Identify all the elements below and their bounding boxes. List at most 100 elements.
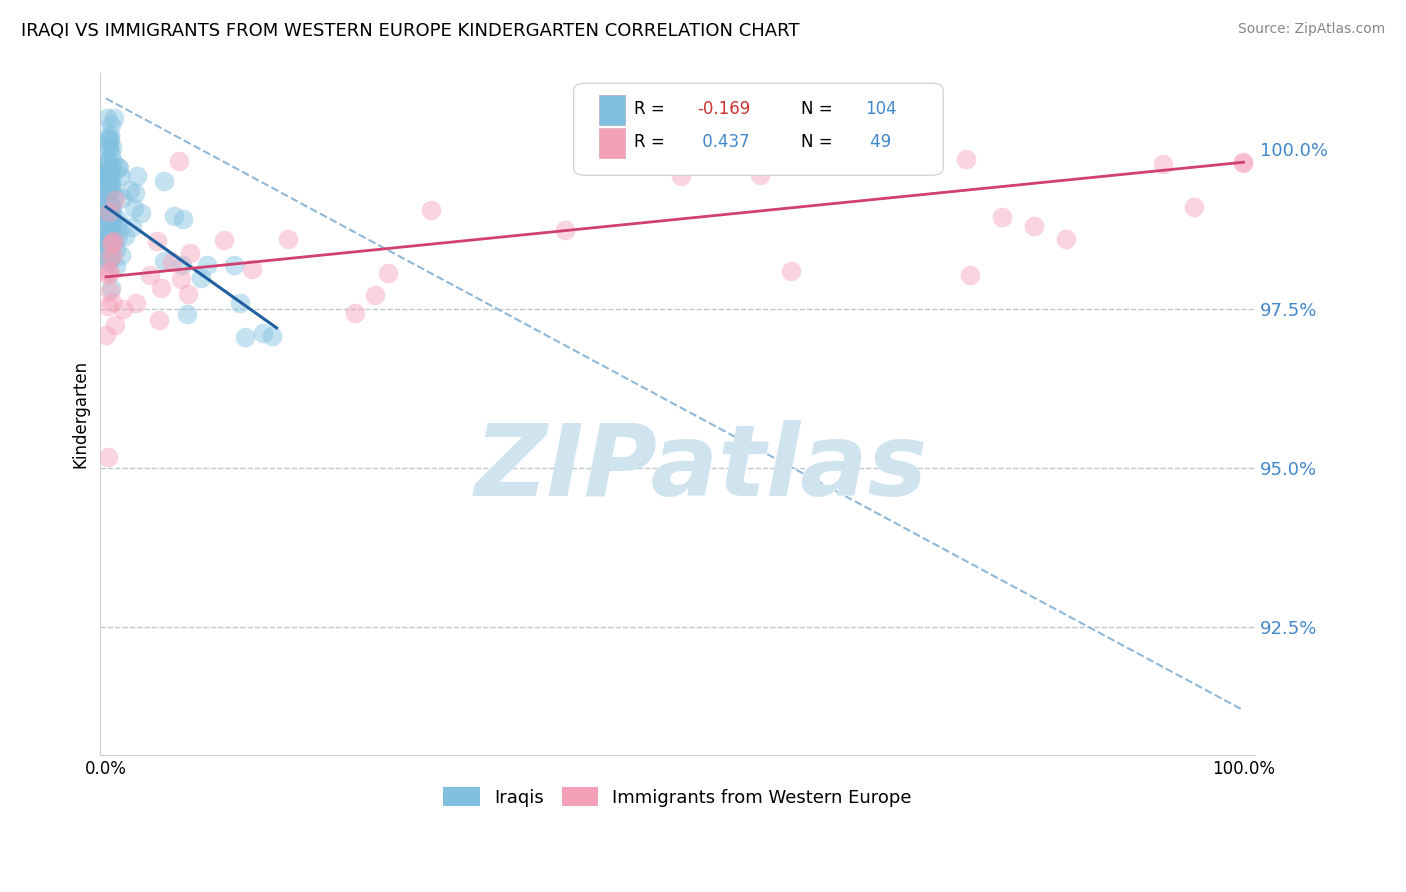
Point: [96, 202, 118, 216]
Point: [100, 140, 122, 154]
Point: [124, 186, 146, 200]
Point: [114, 229, 136, 244]
Text: IRAQI VS IMMIGRANTS FROM WESTERN EUROPE KINDERGARTEN CORRELATION CHART: IRAQI VS IMMIGRANTS FROM WESTERN EUROPE …: [21, 22, 800, 40]
Point: [98, 128, 121, 142]
Point: [97, 167, 120, 181]
Point: [98, 227, 121, 242]
Point: [104, 318, 127, 332]
Point: [343, 306, 366, 320]
Point: [100, 148, 122, 162]
Point: [146, 235, 169, 249]
Legend: Iraqis, Immigrants from Western Europe: Iraqis, Immigrants from Western Europe: [436, 780, 920, 814]
Point: [98, 239, 121, 253]
Point: [104, 242, 127, 256]
Point: [96, 225, 118, 239]
Point: [799, 158, 821, 172]
Point: [94, 234, 117, 248]
Point: [176, 307, 198, 321]
FancyBboxPatch shape: [599, 95, 624, 126]
Point: [98, 131, 121, 145]
Point: [1182, 200, 1205, 214]
Text: N =: N =: [801, 100, 838, 118]
Point: [149, 281, 172, 295]
Point: [97, 170, 120, 185]
Point: [94, 232, 117, 246]
Point: [97, 161, 120, 176]
Point: [96, 153, 118, 167]
Point: [260, 329, 283, 343]
Point: [97, 206, 120, 220]
Point: [103, 235, 125, 249]
Point: [98, 250, 121, 264]
Point: [96, 202, 118, 216]
Point: [97, 255, 120, 269]
Point: [101, 174, 124, 188]
Point: [179, 245, 201, 260]
Point: [98, 198, 121, 212]
Point: [212, 233, 235, 247]
Point: [97, 192, 120, 206]
Point: [101, 235, 124, 250]
Point: [1232, 155, 1254, 169]
Point: [125, 169, 148, 184]
Point: [96, 234, 118, 248]
Point: [96, 187, 118, 202]
Text: R =: R =: [634, 133, 669, 151]
Point: [377, 266, 399, 280]
Point: [111, 191, 134, 205]
Point: [277, 232, 299, 246]
Point: [100, 213, 122, 227]
Point: [96, 166, 118, 180]
Point: [97, 225, 120, 239]
Point: [101, 226, 124, 240]
Text: -0.169: -0.169: [697, 100, 751, 118]
Point: [108, 222, 131, 236]
Point: [107, 230, 129, 244]
Point: [991, 210, 1014, 224]
Point: [163, 209, 186, 223]
Text: N =: N =: [801, 133, 838, 151]
Point: [100, 118, 122, 132]
Point: [96, 211, 118, 226]
Point: [97, 209, 120, 223]
Point: [170, 272, 193, 286]
Point: [103, 189, 125, 203]
Point: [111, 301, 134, 316]
Point: [98, 252, 121, 266]
Point: [100, 217, 122, 231]
Point: [124, 201, 146, 215]
Point: [110, 248, 132, 262]
Point: [1054, 232, 1077, 246]
Point: [97, 268, 120, 282]
Point: [107, 161, 129, 175]
Point: [100, 183, 122, 197]
Point: [780, 264, 803, 278]
Point: [101, 216, 124, 230]
Point: [96, 169, 118, 183]
Point: [101, 248, 124, 262]
Point: [103, 235, 125, 249]
Point: [97, 187, 120, 202]
Point: [94, 177, 117, 191]
Point: [100, 165, 122, 179]
Point: [139, 268, 162, 283]
Point: [96, 265, 118, 279]
Point: [97, 178, 120, 192]
Point: [129, 206, 152, 220]
Point: [153, 254, 176, 268]
Point: [195, 258, 218, 272]
Y-axis label: Kindergarten: Kindergarten: [72, 359, 89, 468]
Point: [96, 450, 118, 464]
Text: ZIPatlas: ZIPatlas: [474, 420, 928, 517]
Point: [100, 162, 122, 177]
FancyBboxPatch shape: [599, 128, 624, 158]
Point: [96, 111, 118, 125]
Point: [420, 202, 443, 217]
Point: [97, 140, 120, 154]
Text: 104: 104: [865, 100, 896, 118]
Text: 0.437: 0.437: [697, 133, 749, 151]
Point: [97, 157, 120, 171]
Point: [97, 254, 120, 268]
Point: [749, 168, 772, 182]
Point: [100, 199, 122, 213]
